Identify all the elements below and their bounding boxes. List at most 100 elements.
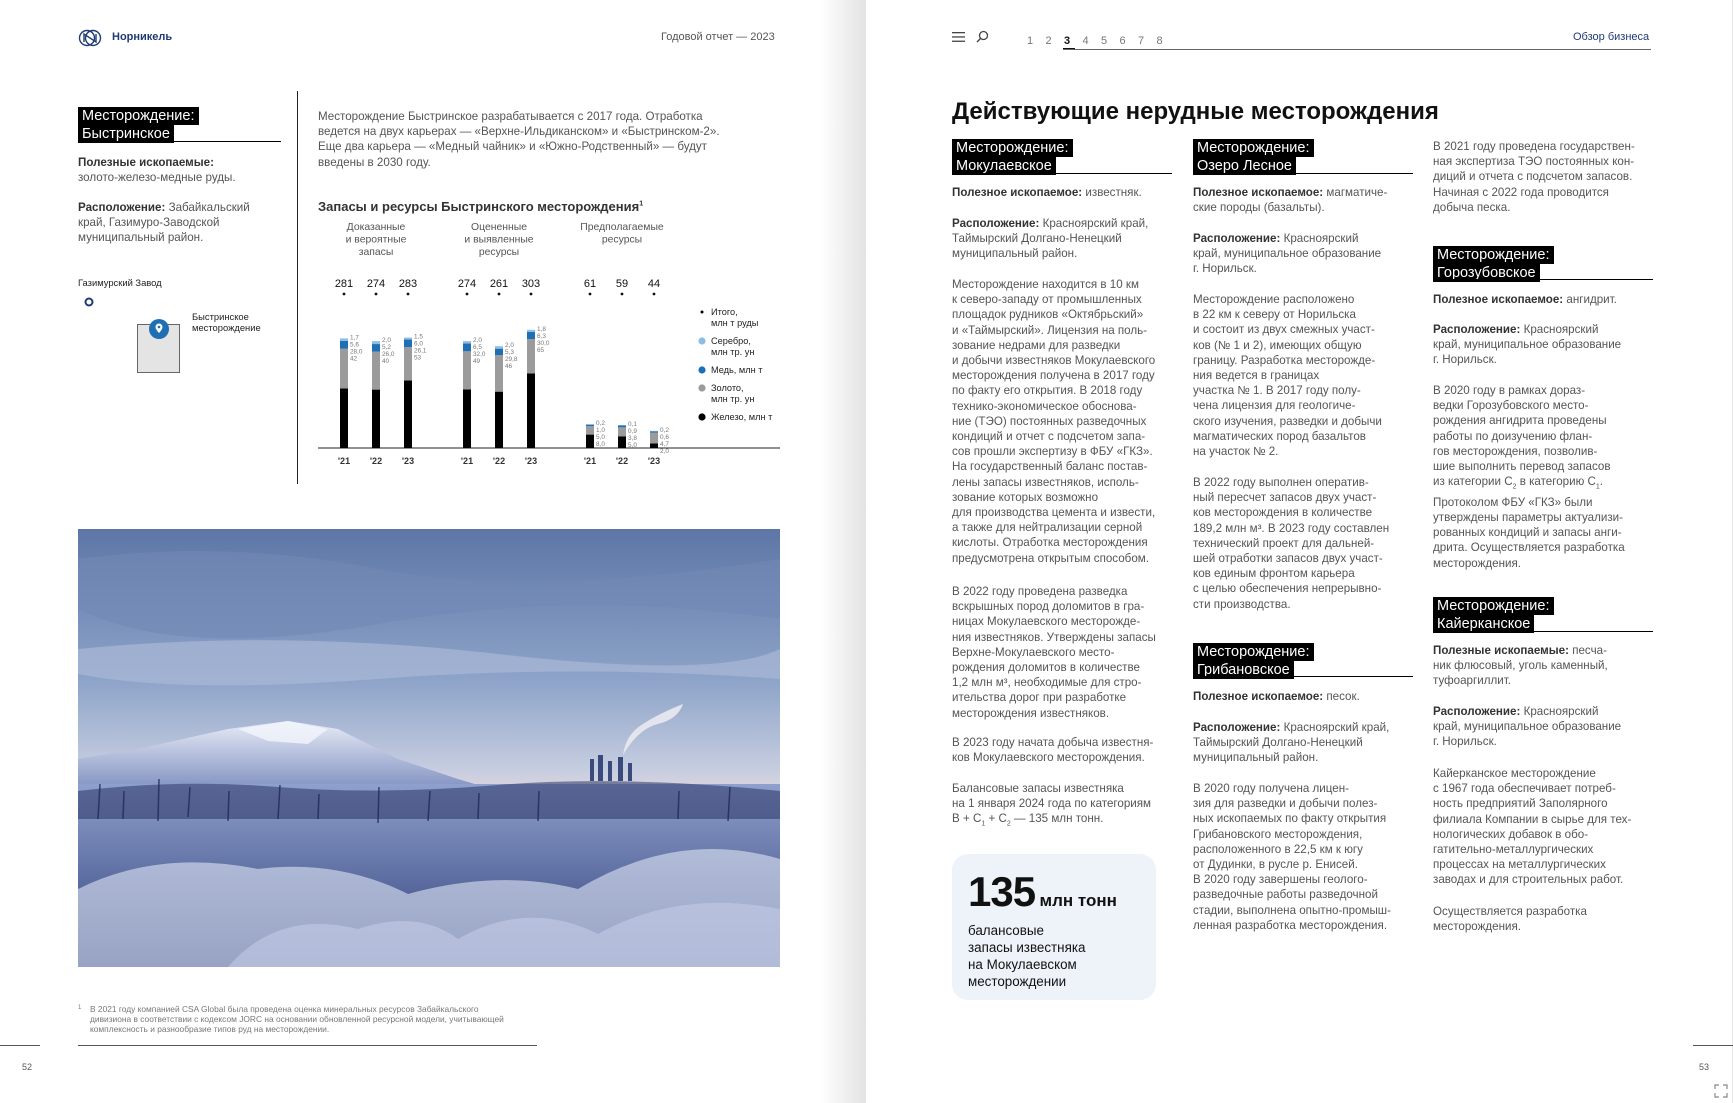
legend-label: Итого, — [711, 307, 738, 317]
nav-page-2[interactable]: 2 — [1045, 35, 1052, 47]
text-line: Кайерканское месторождение — [1433, 767, 1596, 780]
chart-bar-segment-copper — [404, 339, 412, 348]
category-text: + C — [985, 812, 1007, 826]
footnote: В 2021 году компанией CSA Global была пр… — [90, 1004, 550, 1034]
chart-data-label: 3,8 — [628, 435, 637, 442]
location-line: край, муниципальное образование — [1433, 720, 1622, 734]
location-line: Таймырский Долгано-Ненецкий — [952, 232, 1122, 246]
col1-location: Расположение: Красноярский край, Таймырс… — [952, 216, 1182, 262]
brand-logo-icon[interactable] — [78, 29, 102, 52]
col2-para2: В 2022 году выполнен оператив- ный перес… — [1193, 475, 1428, 612]
chart-title-footnote: 1 — [639, 200, 644, 208]
col2-location: Расположение: Красноярский край, муницип… — [1193, 231, 1423, 277]
text-line: гатительно-металлургических — [1433, 843, 1594, 857]
section-name[interactable]: Обзор бизнеса — [1573, 31, 1650, 43]
category-text: . — [1599, 475, 1604, 489]
chart-title: Запасы и ресурсы Быстринского месторожде… — [318, 199, 643, 214]
fullscreen-icon[interactable] — [1714, 1084, 1728, 1103]
chart-total-dot — [406, 292, 410, 296]
nav-page-5[interactable]: 5 — [1101, 35, 1108, 47]
text-line: заводах и для строительных работ. — [1433, 873, 1624, 887]
chart-bar-segment-gold — [372, 351, 380, 390]
chart-bar-segment-gold — [586, 426, 594, 435]
chart-data-label: 5,2 — [382, 344, 391, 351]
chart-data-label: 0,6 — [660, 434, 669, 441]
page-number: 52 — [22, 1062, 33, 1072]
nav-page-6[interactable]: 6 — [1119, 35, 1126, 47]
text-line: ленная разработка месторождения. — [1193, 918, 1388, 932]
highlight-number: 135 — [968, 868, 1036, 915]
chart-data-label: 2,0 — [660, 448, 669, 455]
intro-line: Месторождение Быстринское разрабатываетс… — [318, 110, 703, 123]
text-line: зование недрами для разведки — [952, 338, 1121, 352]
highlight-unit: млн тонн — [1039, 891, 1117, 910]
deposit-pin-icon[interactable] — [148, 318, 170, 345]
col1-para2: В 2022 году проведена разведка вскрышных… — [952, 584, 1187, 721]
brand-name[interactable]: Норникель — [112, 31, 173, 43]
tag-line: Мокулаевское — [952, 157, 1056, 175]
nav-page-1[interactable]: 1 — [1027, 35, 1034, 47]
location-line: г. Норильск. — [1193, 262, 1257, 276]
text-line: на участок № 2. — [1193, 445, 1279, 459]
location-label: Расположение: — [1193, 232, 1281, 245]
category-sub: 1 — [981, 820, 986, 828]
text-line: рованных кондиций и запасы анги- — [1433, 526, 1622, 540]
nav-page-4[interactable]: 4 — [1082, 35, 1089, 47]
text-line: гов месторождения, позволив- — [1433, 444, 1598, 458]
text-line: ние (ТЭО) постоянных разведочных — [952, 414, 1147, 428]
text-line: границу. Разработка месторожде- — [1193, 353, 1376, 367]
chart-x-tick-label: '21 — [338, 456, 350, 466]
nav-page-8[interactable]: 8 — [1156, 35, 1163, 47]
text-line: добыча песка. — [1433, 200, 1511, 214]
chart-bar-segment-silver — [650, 430, 658, 432]
location-line: г. Норильск. — [1433, 735, 1497, 749]
chart-title-text: Запасы и ресурсы Быстринского месторожде… — [318, 199, 640, 214]
chart-bar-segment-copper — [650, 431, 658, 433]
chart-data-label: 49 — [473, 358, 481, 365]
chart-bar-segment-gold — [650, 432, 658, 444]
text-line: ков месторождения в количестве — [1193, 506, 1373, 520]
text-line: месторождения известняков. — [952, 706, 1110, 720]
text-line: В 2020 году завершены геолого- — [1193, 873, 1368, 887]
menu-icon[interactable] — [952, 30, 965, 48]
chart-group-label: и вероятные — [346, 235, 407, 246]
chart-group-label: ресурсы — [602, 235, 642, 246]
page-number: 53 — [1699, 1062, 1710, 1072]
text-line: ных ископаемых по факту открытия — [1193, 812, 1387, 826]
text-line: В 2023 году начата добыча известня- — [952, 736, 1154, 749]
highlight-card: 135 млн тонн балансовые запасы известняк… — [952, 854, 1156, 1000]
footnote-line: дивизиона в соответствии с кодексом JORC… — [90, 1014, 504, 1024]
text-line: с целью обеспечения непрерывно- — [1193, 582, 1382, 596]
caption-line: на Мокулаевском — [968, 957, 1077, 972]
col3-para3: Осуществляется разработка месторождения. — [1433, 904, 1673, 934]
chart-bar-segment-copper — [372, 344, 380, 352]
minerals-label: Полезное ископаемое: — [1433, 293, 1564, 306]
legend-label: млн тр. ун — [711, 347, 754, 357]
text-line: в 22 км к северу от Норильска — [1193, 308, 1356, 322]
text-line: и «Таймырский». Лицензия на поль- — [952, 323, 1148, 337]
chart-bar-segment-gold — [463, 351, 471, 390]
tag-rule — [1193, 676, 1413, 677]
chart-x-tick-label: '22 — [370, 456, 382, 466]
chart-data-label: 1,7 — [350, 334, 359, 341]
text-line: лены запасы известняков, исполь- — [952, 475, 1139, 489]
text-line: месторождения получена в 2017 году — [952, 369, 1155, 383]
chart-group-label: Предполагаемые — [580, 222, 664, 233]
caption-line: балансовые — [968, 923, 1044, 938]
nav-page-3[interactable]: 3 — [1064, 35, 1071, 47]
text-line: площадок рудников «Октябрьский» — [952, 308, 1144, 322]
chart-data-label: 32,0 — [473, 351, 486, 358]
legend-label: Медь, млн т — [711, 365, 763, 375]
chart-total-dot — [342, 292, 346, 296]
chart-data-label: 2,0 — [505, 342, 514, 349]
col3-para1: В 2020 году в рамках дораз- ведки Горозу… — [1433, 383, 1673, 571]
search-icon[interactable] — [976, 30, 989, 48]
nav-page-7[interactable]: 7 — [1138, 35, 1145, 47]
tag-line: Месторождение: — [952, 139, 1073, 157]
legend-marker-silver — [698, 337, 706, 345]
location-line: край, муниципальное образование — [1193, 247, 1382, 261]
chart-data-label: 6,3 — [537, 333, 546, 340]
text-line: и добычи известняков Мокулаевского — [952, 354, 1156, 368]
text-line: Месторождение находится в 10 км — [952, 278, 1139, 291]
location-line: Красноярский край, — [1042, 217, 1149, 230]
